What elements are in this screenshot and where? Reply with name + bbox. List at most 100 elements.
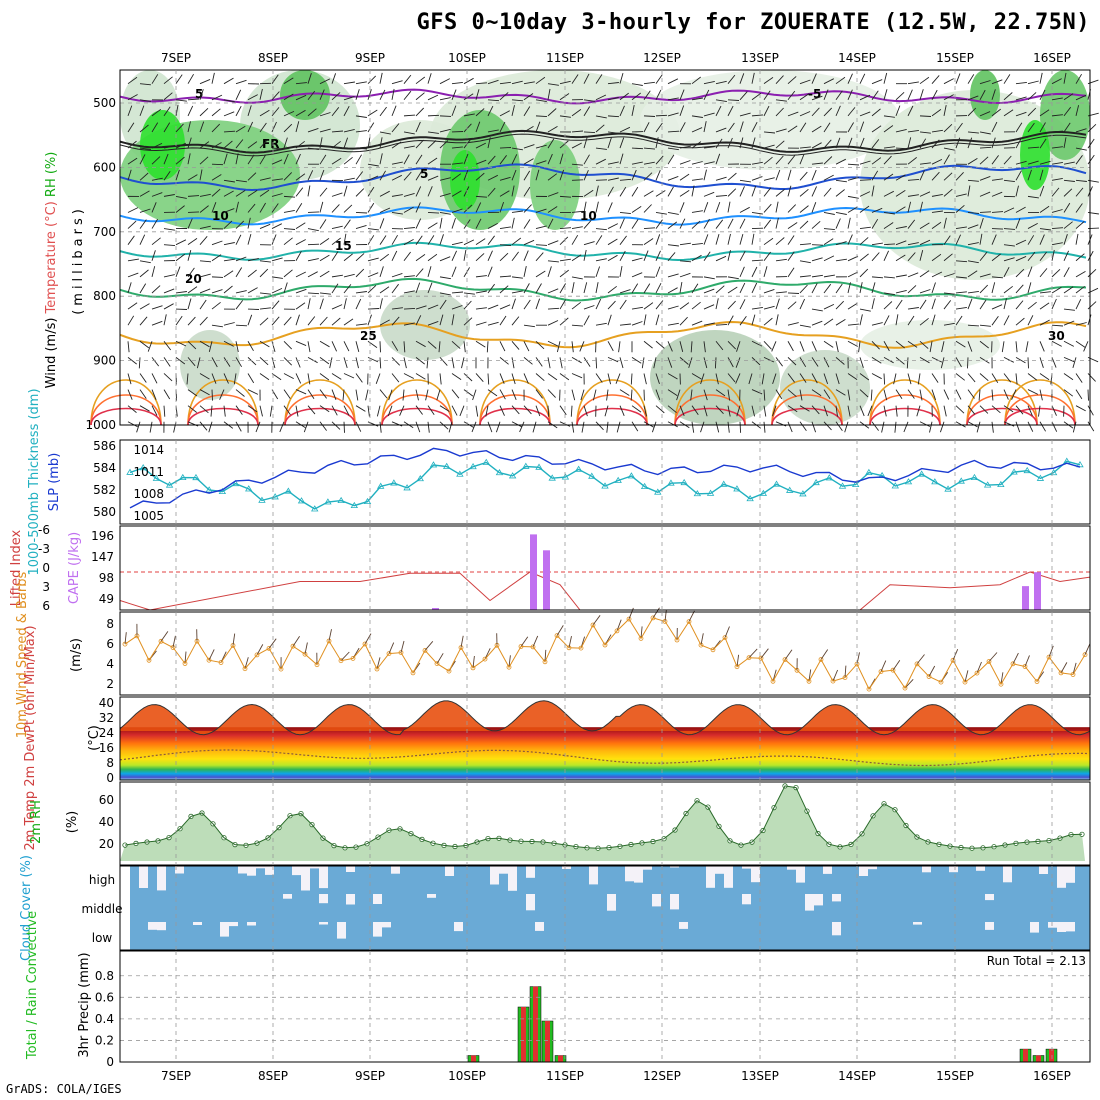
wind-barb <box>1025 341 1029 353</box>
rh-blob <box>180 330 240 400</box>
wind-barb <box>787 204 797 213</box>
wind-speed-point <box>926 674 932 679</box>
wind-barb <box>619 289 631 294</box>
wind-barb <box>127 207 139 213</box>
wind-barb <box>1027 80 1039 85</box>
wind-barb <box>811 320 823 326</box>
wind-barb <box>331 373 342 380</box>
wind-barb <box>463 93 474 101</box>
wind-barb <box>199 273 211 278</box>
wind-barb <box>847 89 853 100</box>
wind-barb <box>511 80 523 85</box>
wind-barb <box>955 260 968 263</box>
wind-speed-point <box>830 678 836 684</box>
wind-barb <box>475 321 487 326</box>
wind-speed-point <box>818 657 824 662</box>
wind-barb <box>331 192 343 197</box>
wind-barb <box>199 225 211 230</box>
wind-barb <box>943 123 953 133</box>
wind-barb <box>271 193 283 197</box>
wind-barb <box>619 389 630 396</box>
wind-barb <box>991 373 999 384</box>
wind-barb <box>691 127 703 133</box>
wind-barb <box>511 389 517 400</box>
wind-barb <box>823 228 835 231</box>
thickness-line-marker <box>139 464 147 471</box>
wind-barb <box>775 169 781 181</box>
wind-barb <box>271 74 279 84</box>
wind-barb <box>871 90 879 101</box>
wind-barb <box>895 357 905 365</box>
wind-barb <box>859 137 865 149</box>
wind-barb <box>1039 72 1043 84</box>
wind-barb <box>463 169 469 181</box>
cloud-clear-fraction <box>310 866 319 869</box>
wind-barb <box>1063 72 1067 84</box>
wind-barb <box>931 389 937 401</box>
wind-barb <box>991 228 1004 230</box>
wind-barb <box>595 235 603 245</box>
wind-barb <box>691 185 695 197</box>
wind-barb <box>835 158 847 165</box>
wind-barb <box>295 153 301 165</box>
wind-barb <box>895 314 899 326</box>
wind-barb <box>643 172 653 181</box>
cloud-clear-fraction <box>382 922 391 928</box>
thickness-line-marker <box>851 480 860 488</box>
wind-barb <box>619 357 624 369</box>
wind-barb <box>451 389 460 399</box>
wind-barb <box>247 172 257 181</box>
cloud-clear-fraction <box>742 894 751 905</box>
wind-barb <box>403 251 411 262</box>
wind-barb <box>211 254 222 262</box>
li-tick: 6 <box>42 599 50 613</box>
boundary-layer-contour <box>284 379 356 426</box>
wind-barb <box>859 160 871 165</box>
thickness-line-marker <box>245 485 253 492</box>
wind-barb <box>991 389 994 401</box>
wind-barb <box>787 373 795 383</box>
wind-barb <box>307 108 317 117</box>
rh-blob <box>780 350 870 425</box>
wind-barb <box>403 171 412 181</box>
wind-barb <box>771 341 777 352</box>
wind-barb <box>487 321 499 326</box>
wind-barb <box>187 267 195 278</box>
boundary-layer-contour <box>966 379 1038 426</box>
wind-barb <box>463 77 474 85</box>
contour-label: 20 <box>185 272 202 286</box>
wind-barb <box>883 243 896 246</box>
wind-barb <box>679 341 684 353</box>
wind-barb <box>319 340 330 348</box>
wind-barb <box>1087 123 1097 133</box>
cloud-clear-fraction <box>670 866 679 868</box>
wind-barb <box>763 340 772 350</box>
wind-barb <box>615 373 621 384</box>
wind-barb <box>979 89 986 100</box>
wind-barb <box>883 146 895 149</box>
wind-barb <box>955 421 966 428</box>
wind-barb <box>1027 223 1038 229</box>
wind-barb <box>451 305 463 310</box>
wind-barb <box>283 110 295 117</box>
wind-barb <box>715 99 727 103</box>
wind-barb <box>655 250 661 261</box>
wind-barb <box>367 308 380 310</box>
wind-barb <box>571 324 584 327</box>
wind-barb <box>643 227 656 230</box>
wind-barb <box>355 421 362 432</box>
wind-barb-10m <box>700 633 704 646</box>
wind-barb <box>967 324 980 327</box>
wind-barb <box>1003 356 1015 363</box>
wind-barb <box>375 373 381 384</box>
wind-barb <box>676 389 681 401</box>
wind-barb <box>655 300 664 310</box>
wind-barb <box>847 405 851 417</box>
wind-barb <box>979 131 991 135</box>
cloud-ylabel: Cloud Cover (%) <box>19 855 34 961</box>
slp-ylabel-text: SLP (mb) <box>47 453 62 512</box>
wind-barb <box>439 373 442 385</box>
thickness-line-marker <box>231 479 240 487</box>
wind-barb <box>955 315 963 326</box>
wind-speed-point <box>938 679 944 685</box>
